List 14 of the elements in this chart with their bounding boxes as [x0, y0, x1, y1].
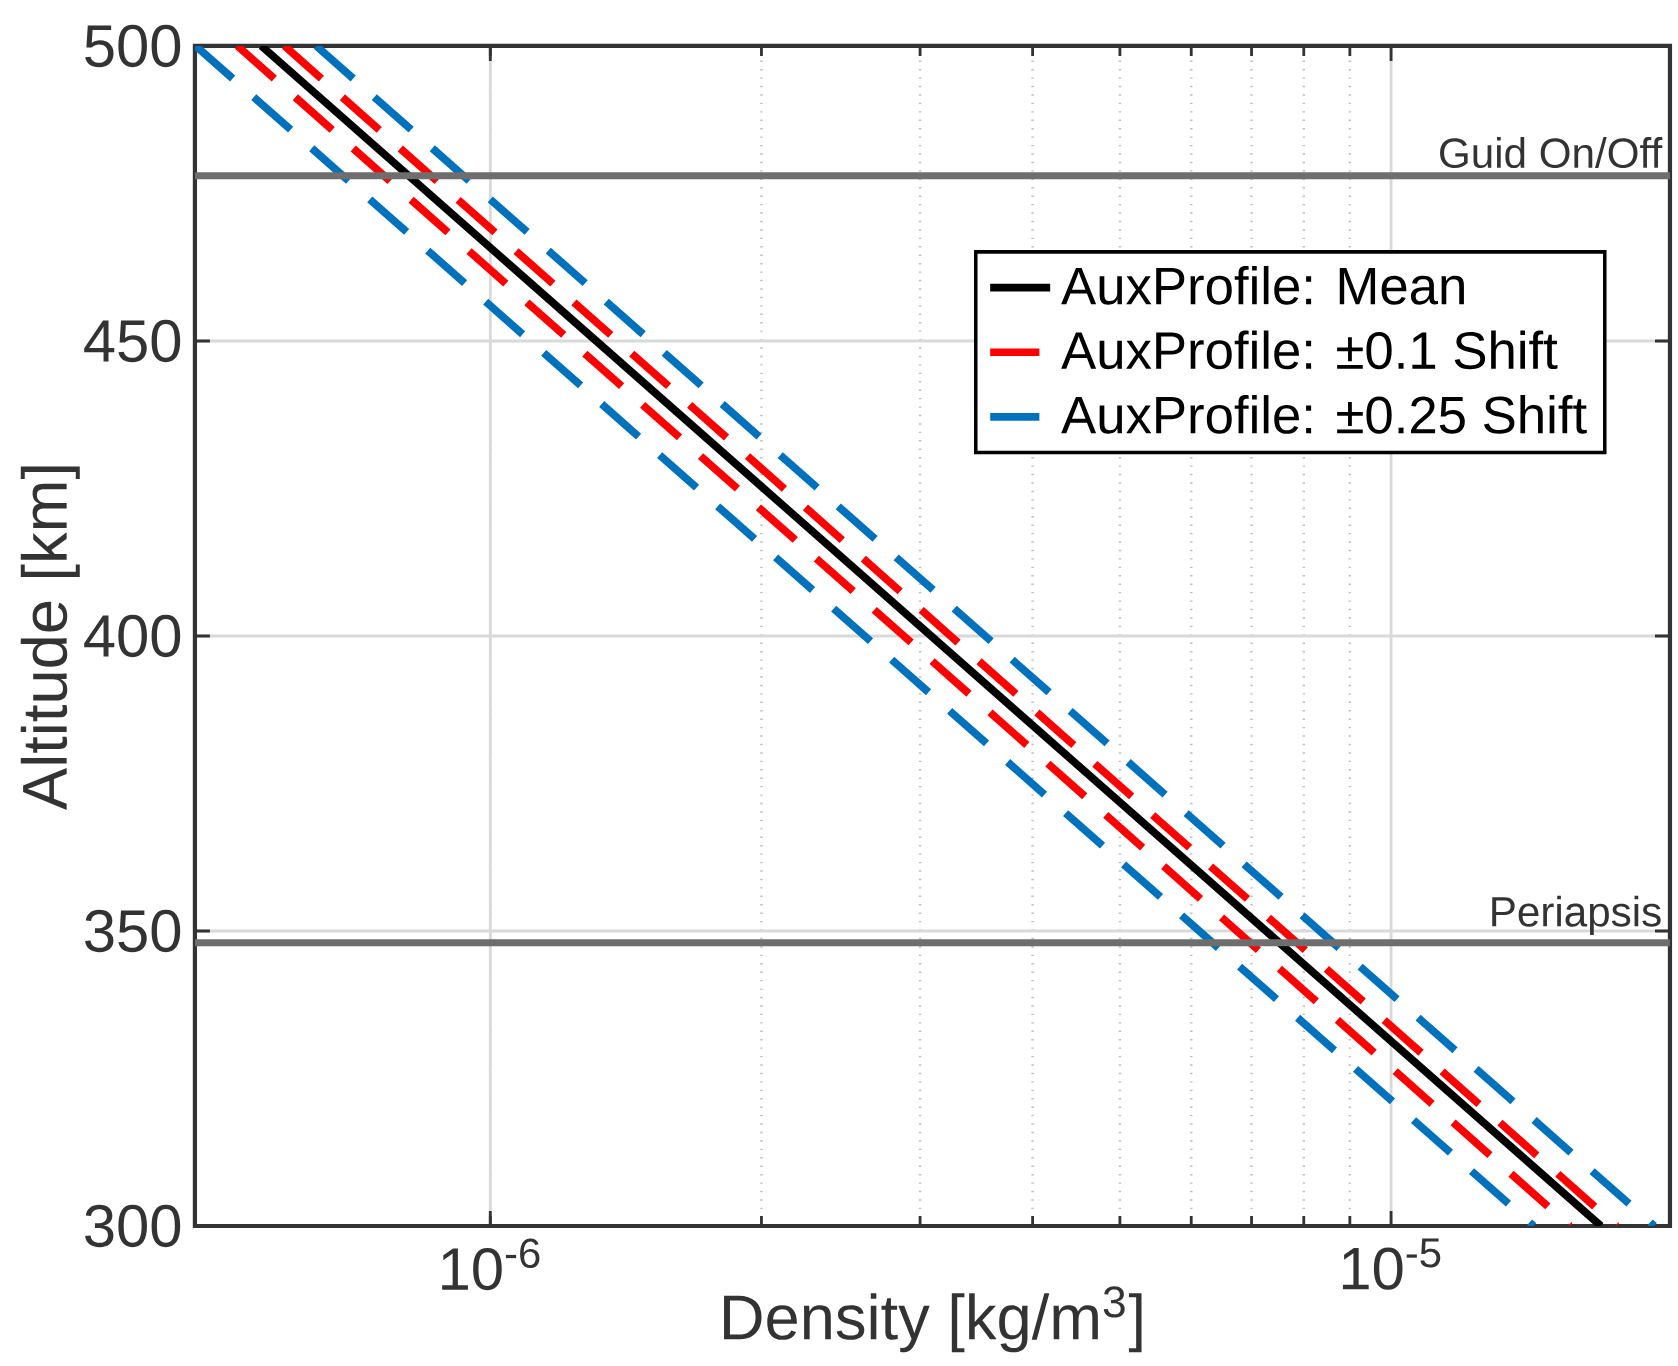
- x-tick-label: 10$^{-6}$: [442, 1238, 540, 1291]
- legend-label: AuxProfile: ±0.25 Shift: [1061, 395, 1587, 434]
- ref-line-label: Periapsis: [1492, 895, 1661, 936]
- ref-line-label: Guid On/Off: [1440, 137, 1663, 169]
- x-axis-title: Density [kg/m$^{3}$]: [724, 1286, 1142, 1353]
- y-tick-label: 300: [85, 1204, 181, 1248]
- y-axis-title: Altitude [km]: [20, 466, 80, 810]
- y-tick-label: 450: [84, 319, 181, 363]
- y-tick-label: 500: [85, 24, 181, 68]
- legend-label: AuxProfile: ±0.1 Shift: [1061, 330, 1558, 370]
- legend-label: AuxProfile: Mean: [1061, 265, 1464, 305]
- y-tick-label: 400: [84, 614, 181, 658]
- y-tick-label: 350: [85, 909, 181, 953]
- x-tick-label: 10$^{-5}$: [1342, 1238, 1441, 1290]
